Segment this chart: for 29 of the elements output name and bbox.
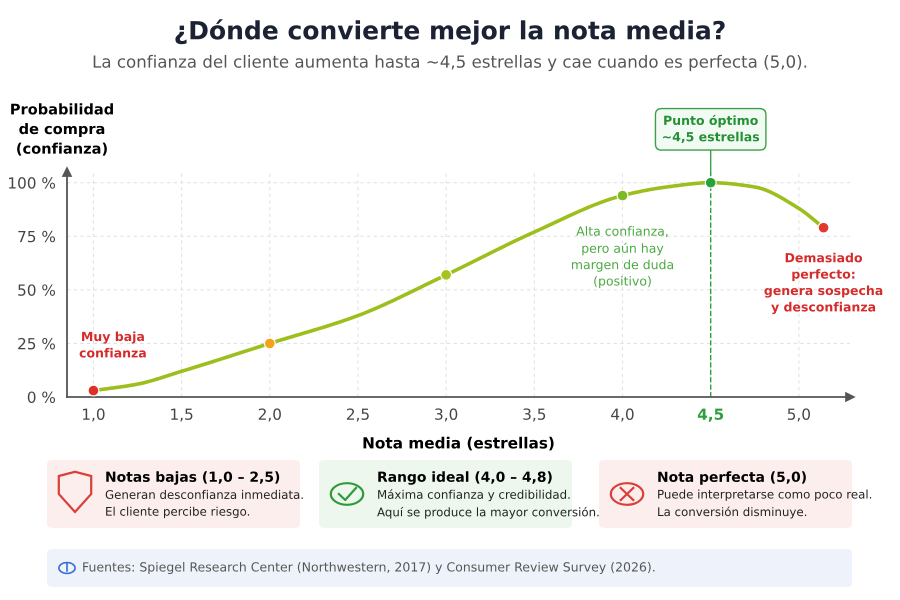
x-tick-label: 5,0 (788, 408, 810, 422)
x-tick-label: 4,5 (698, 408, 724, 422)
x-tick-label: 4,0 (611, 408, 634, 422)
y-tick-label: 25 % (18, 338, 56, 350)
x-tick-label: 3,5 (523, 408, 546, 422)
text: Puede interpretarse como poco real. La conversión disminuye. (658, 490, 872, 518)
text: Nota perfecta (5,0) (658, 471, 806, 485)
annotation: Muy baja confianza (80, 331, 146, 358)
y-tick-label: 0 % (28, 391, 56, 404)
x-tick-label: 3,0 (435, 408, 458, 422)
annotation: Demasiado perfecto: genera sospecha y desconfianza (764, 252, 882, 314)
y-tick-label: 100 % (9, 177, 56, 189)
annotation: Alta confianza, pero aún hay margen de duda (positivo) (572, 226, 674, 288)
source-note: Fuentes: Spiegel Research Center (Northwestern, 2017) y Consumer Review Survey (2026). (83, 562, 654, 574)
x-axis-title: Nota media (estrellas) (364, 436, 554, 450)
y-tick-label: 75 % (18, 230, 56, 242)
y-axis-title: Probabilidad de compra (confianza) (11, 103, 113, 156)
chart-title: ¿Dónde convierte mejor la nota media? (175, 19, 725, 45)
text: Generan desconfianza inmediata. El cliente percibe riesgo. (106, 490, 303, 518)
annotation: Punto óptimo ~4,5 estrellas (663, 114, 760, 143)
chart-subtitle: La confianza del cliente aumenta hasta ~4,5 estrellas y cae cuando es perfecta (5,0). (94, 54, 806, 72)
text: Notas bajas (1,0 – 2,5) (106, 471, 280, 485)
text: Máxima confianza y credibilidad. Aquí se produce la mayor conversión. (377, 489, 599, 519)
text: Rango ideal (4,0 – 4,8) (378, 471, 552, 485)
x-tick-label: 1,5 (171, 408, 192, 422)
x-tick-label: 2,0 (258, 408, 281, 422)
x-tick-label: 1,0 (82, 408, 105, 422)
y-tick-label: 50 % (18, 284, 56, 296)
x-tick-label: 2,5 (346, 408, 369, 422)
